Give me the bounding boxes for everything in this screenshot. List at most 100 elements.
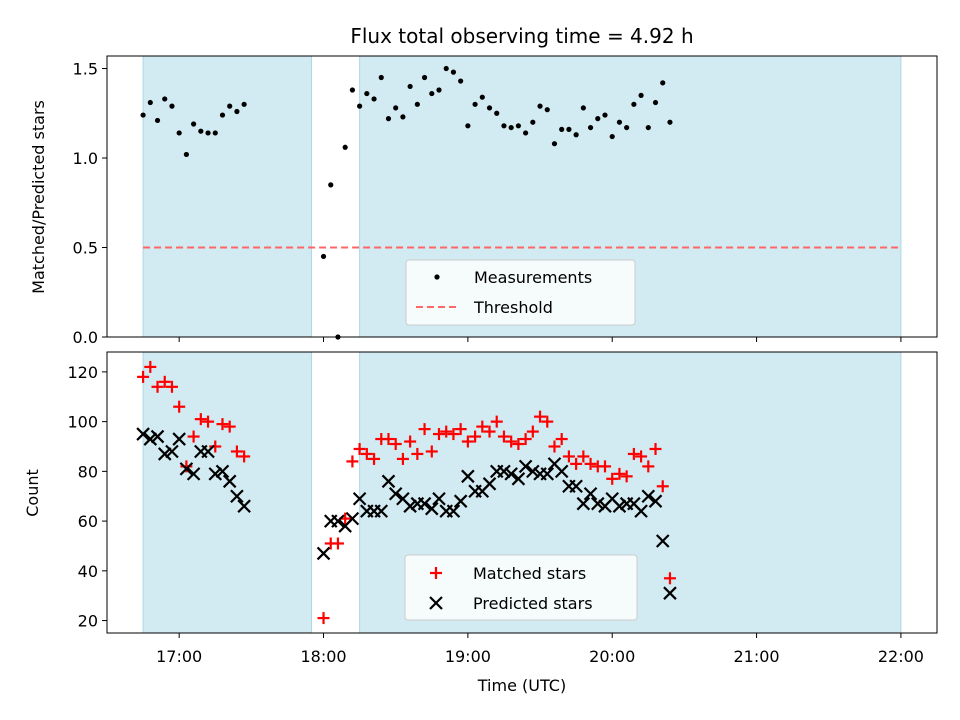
data-point — [216, 418, 229, 431]
data-point — [501, 123, 507, 129]
data-point — [476, 420, 489, 433]
data-point — [212, 130, 218, 136]
data-point — [469, 430, 482, 443]
data-point — [562, 450, 575, 463]
data-point — [497, 464, 511, 479]
data-point — [389, 438, 402, 451]
data-point — [465, 123, 471, 129]
data-point — [447, 428, 460, 441]
count-plot-ylabel: Count — [23, 469, 42, 517]
data-point — [414, 101, 420, 107]
data-point — [429, 90, 435, 97]
x-tick-label: 17:00 — [156, 647, 202, 666]
x-tick-label: 19:00 — [445, 647, 491, 666]
data-point — [234, 108, 240, 115]
legend-matched-label: Matched stars — [473, 564, 586, 583]
data-point — [482, 477, 497, 491]
y-tick-label: 40 — [78, 562, 98, 581]
data-point — [537, 103, 543, 109]
data-point — [645, 124, 651, 131]
data-point — [554, 464, 569, 479]
data-point — [172, 432, 186, 446]
data-point — [411, 447, 424, 460]
data-point — [241, 101, 247, 107]
data-point — [580, 105, 586, 111]
data-point — [573, 132, 579, 138]
data-point — [187, 430, 200, 443]
data-point — [382, 433, 395, 446]
data-point — [147, 99, 153, 106]
data-point — [443, 65, 449, 72]
data-point — [642, 460, 655, 473]
data-point — [511, 472, 526, 486]
data-point — [551, 141, 558, 147]
data-point — [540, 467, 555, 481]
data-point — [396, 452, 409, 465]
ratio-plot-legend: Measurements Threshold — [405, 259, 636, 326]
data-point — [483, 425, 496, 438]
data-point — [569, 479, 583, 494]
data-point — [165, 380, 178, 393]
data-point — [450, 69, 457, 75]
data-point — [555, 433, 568, 446]
data-point — [446, 504, 461, 518]
y-tick-label: 1.0 — [73, 149, 98, 168]
data-point — [576, 496, 591, 511]
count-plot-xlabel: Time (UTC) — [477, 676, 566, 695]
data-point — [497, 430, 510, 443]
data-point — [627, 447, 640, 460]
data-point — [400, 114, 406, 120]
data-point — [421, 74, 428, 81]
data-point — [342, 144, 348, 150]
data-point — [620, 470, 633, 483]
data-point — [209, 440, 222, 453]
data-point — [136, 427, 150, 441]
data-point — [461, 469, 475, 484]
data-point — [606, 472, 619, 485]
data-point — [583, 486, 598, 501]
data-point — [461, 435, 474, 448]
y-tick-label: 0.5 — [73, 239, 98, 258]
data-point — [331, 537, 344, 550]
data-point — [151, 380, 164, 393]
data-point — [137, 370, 150, 383]
data-point — [403, 499, 417, 513]
data-point — [512, 438, 525, 451]
data-point — [202, 415, 215, 428]
data-point — [663, 572, 676, 585]
data-point — [201, 444, 215, 459]
data-point — [635, 450, 648, 463]
series-predicted-stars — [136, 427, 677, 600]
count-plot-legend: Matched stars Predicted stars — [404, 554, 638, 621]
data-point — [176, 130, 182, 136]
data-point — [378, 74, 384, 81]
data-point — [534, 410, 547, 423]
data-point — [631, 101, 637, 107]
data-point — [140, 112, 146, 118]
count-plot-frame — [106, 351, 938, 634]
data-point — [609, 133, 615, 140]
data-point — [454, 423, 467, 436]
data-point — [237, 499, 251, 513]
data-point — [157, 447, 172, 461]
data-point — [458, 78, 464, 84]
chart-title: Flux total observing time = 4.92 h — [350, 24, 693, 48]
legend-predicted-marker — [429, 596, 443, 610]
data-point — [440, 425, 453, 438]
data-point — [649, 442, 662, 455]
data-point — [541, 415, 554, 428]
data-point — [655, 534, 670, 548]
x-tick-label: 21:00 — [734, 647, 780, 666]
series-matched-stars — [137, 360, 676, 625]
data-point — [584, 457, 597, 470]
y-tick-label: 0.0 — [73, 328, 98, 347]
data-point — [559, 126, 565, 132]
data-point — [519, 433, 532, 446]
data-point — [179, 462, 194, 476]
legend-measurements-label: Measurements — [474, 268, 592, 287]
data-point — [191, 121, 197, 127]
data-point — [652, 99, 659, 106]
data-point — [566, 126, 572, 132]
y-tick-label: 120 — [67, 363, 98, 382]
